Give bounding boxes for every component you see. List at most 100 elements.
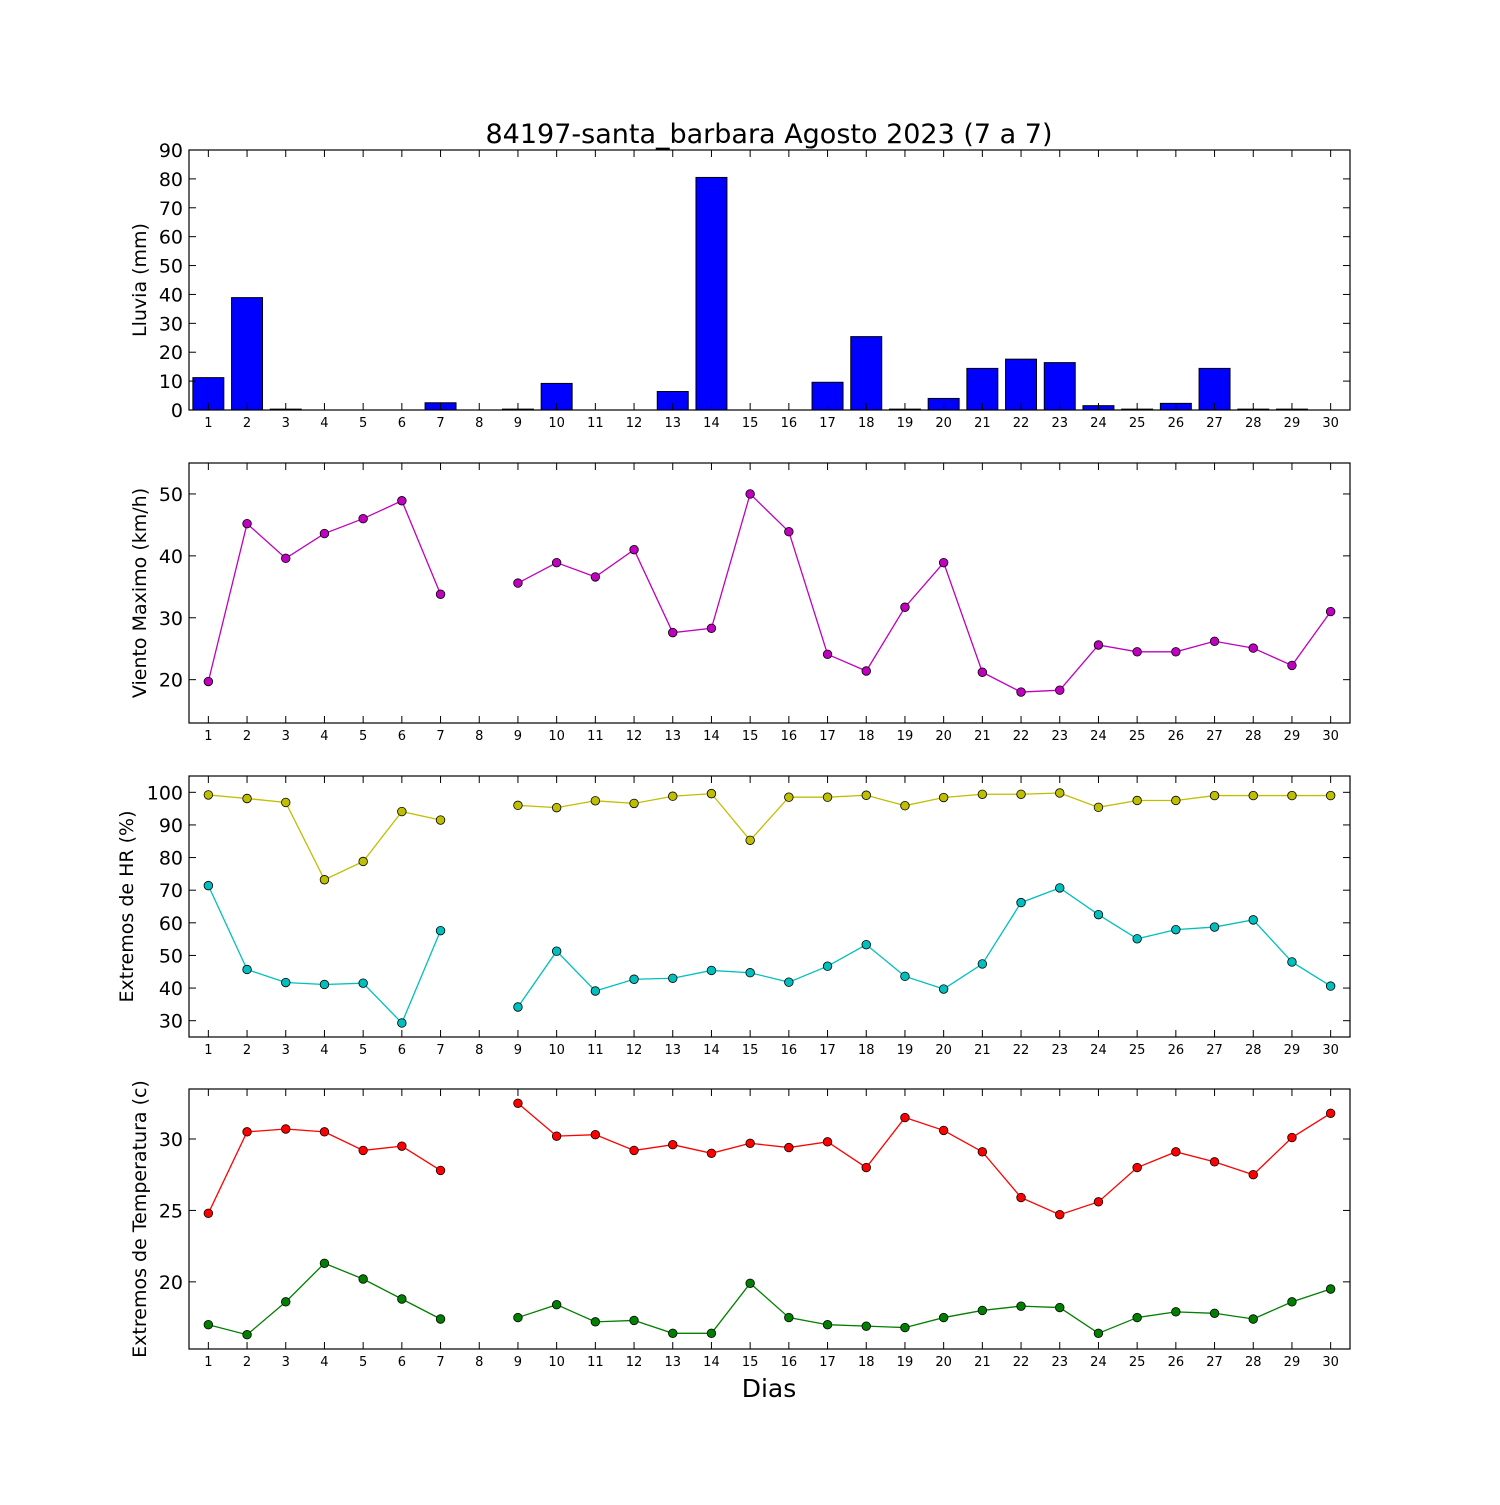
bar-day-18	[850, 336, 883, 411]
x-tick-label: 27	[1206, 1043, 1223, 1058]
x-tick-label: 24	[1090, 1043, 1107, 1058]
x-tick-label: 18	[858, 1043, 875, 1058]
x-tick-label: 17	[819, 729, 836, 744]
series-2-point-day-2	[242, 1330, 252, 1340]
x-tick-label: 7	[436, 1355, 444, 1370]
x-tick-label: 3	[282, 1355, 290, 1370]
x-tick-label: 21	[974, 729, 991, 744]
x-tick-label: 9	[514, 416, 522, 431]
series-1-point-day-13	[668, 627, 678, 638]
x-tick-label: 28	[1245, 416, 1262, 431]
series-1-point-day-1	[203, 790, 214, 800]
series-2-point-day-3	[281, 1297, 291, 1307]
x-tick-label: 23	[1051, 1355, 1068, 1370]
x-tick-label: 14	[703, 729, 720, 744]
series-2-point-day-7	[435, 1314, 446, 1324]
x-tick-label: 5	[359, 1043, 367, 1058]
series-2-point-day-4	[319, 979, 330, 990]
x-tick-label: 14	[703, 1043, 720, 1058]
y-tick-label: 50	[159, 945, 183, 967]
x-tick-label: 15	[742, 1355, 759, 1370]
x-tick-label: 10	[548, 416, 565, 431]
x-tick-label: 23	[1051, 416, 1068, 431]
series-2-point-day-23	[1055, 1302, 1065, 1313]
series-1-point-day-7	[435, 589, 446, 599]
series-1-point-day-9	[513, 800, 523, 811]
series-2-point-day-27	[1209, 922, 1220, 932]
x-tick-label: 20	[935, 416, 952, 431]
series-2-point-day-1	[203, 880, 214, 891]
series-2-point-day-6	[397, 1294, 407, 1304]
series-1-point-day-13	[668, 1140, 678, 1150]
plot-frame	[188, 775, 1351, 1038]
y-tick-label: 50	[159, 256, 183, 278]
series-2-point-day-30	[1325, 1284, 1336, 1294]
x-tick-label: 5	[359, 416, 367, 431]
series-1-point-day-26	[1171, 1147, 1181, 1157]
x-tick-label: 19	[897, 416, 914, 431]
x-tick-label: 18	[858, 1355, 875, 1370]
y-tick-label: 20	[159, 1272, 183, 1294]
series-2-point-day-10	[551, 946, 562, 956]
series-2-point-day-25	[1132, 1312, 1142, 1323]
series-1-point-day-23	[1055, 788, 1065, 798]
x-tick-label: 21	[974, 1355, 991, 1370]
x-tick-label: 3	[282, 1043, 290, 1058]
x-tick-label: 18	[858, 416, 875, 431]
x-tick-label: 21	[974, 416, 991, 431]
x-tick-label: 12	[626, 1043, 643, 1058]
bar-day-23	[1043, 362, 1076, 411]
y-tick-label: 90	[159, 815, 183, 837]
x-tick-label: 19	[897, 729, 914, 744]
series-2-point-day-7	[435, 925, 446, 936]
y-tick-label: 60	[159, 913, 183, 935]
x-tick-label: 27	[1206, 1355, 1223, 1370]
series-1-point-day-16	[784, 527, 794, 537]
series-1-point-day-23	[1055, 1210, 1065, 1220]
series-2-point-day-25	[1132, 934, 1142, 944]
x-tick-label: 22	[1013, 1043, 1030, 1058]
series-2-point-day-28	[1248, 1314, 1258, 1324]
series-2-point-day-13	[668, 973, 678, 983]
x-tick-label: 15	[742, 416, 759, 431]
series-1-point-day-2	[242, 793, 252, 804]
y-axis-label: Lluvia (mm)	[129, 223, 151, 337]
series-2-point-day-5	[358, 1274, 368, 1284]
x-tick-label: 11	[587, 729, 604, 744]
x-tick-label: 4	[320, 1043, 328, 1058]
x-tick-label: 27	[1206, 416, 1223, 431]
x-tick-label: 2	[243, 1355, 251, 1370]
series-1-point-day-27	[1209, 1157, 1220, 1167]
series-1-point-day-7	[435, 815, 446, 825]
y-tick-label: 40	[159, 978, 183, 1000]
series-2-point-day-11	[590, 986, 601, 996]
x-tick-label: 29	[1284, 416, 1301, 431]
x-tick-label: 15	[742, 729, 759, 744]
series-2-point-day-18	[861, 939, 871, 950]
series-2-line-1	[207, 885, 442, 1025]
series-1-point-day-29	[1287, 660, 1297, 671]
series-2-point-day-26	[1171, 924, 1181, 935]
y-tick-label: 20	[159, 670, 183, 692]
x-tick-label: 7	[436, 416, 444, 431]
x-tick-label: 24	[1090, 1355, 1107, 1370]
series-1-point-day-2	[242, 1127, 252, 1137]
y-tick-label: 50	[159, 484, 183, 506]
bar-day-22	[1005, 358, 1038, 411]
series-1-point-day-12	[629, 798, 639, 809]
series-1-point-day-19	[900, 602, 910, 612]
series-1-point-day-25	[1132, 795, 1142, 806]
series-2-point-day-19	[900, 971, 910, 982]
x-tick-label: 19	[897, 1355, 914, 1370]
series-1-point-day-22	[1016, 789, 1026, 799]
series-2-point-day-6	[397, 1018, 407, 1028]
x-tick-label: 26	[1168, 729, 1185, 744]
series-1-point-day-10	[551, 557, 562, 568]
x-tick-label: 7	[436, 729, 444, 744]
series-2-point-day-2	[242, 964, 252, 975]
series-1-line-1	[207, 499, 442, 682]
series-1-point-day-5	[358, 514, 368, 524]
series-1-point-day-17	[822, 1137, 833, 1147]
